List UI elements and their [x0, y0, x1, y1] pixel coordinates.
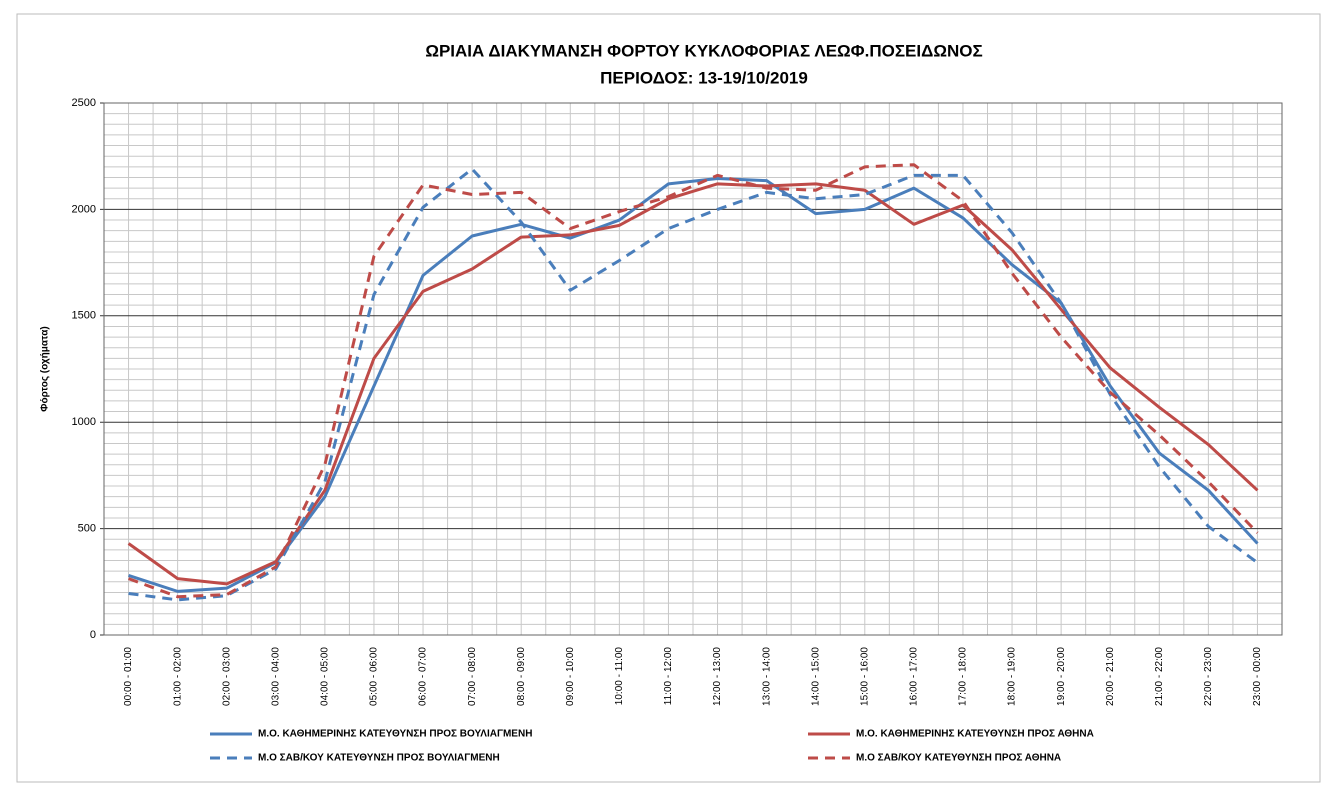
legend-label: Μ.Ο ΣΑΒ/ΚΟΥ ΚΑΤΕΥΘΥΝΣΗ ΠΡΟΣ ΒΟΥΛΙΑΓΜΕΝΗ: [258, 753, 500, 764]
x-tick-label: 03:00 - 04:00: [270, 647, 281, 706]
x-tick-label: 17:00 - 18:00: [958, 647, 969, 706]
legend-label: Μ.Ο. ΚΑΘΗΜΕΡΙΝΗΣ ΚΑΤΕΥΘΥΝΣΗ ΠΡΟΣ ΑΘΗΝΑ: [856, 729, 1094, 740]
x-tick-label: 11:00 - 12:00: [663, 647, 674, 706]
x-tick-label: 14:00 - 15:00: [810, 647, 821, 706]
x-tick-label: 08:00 - 09:00: [516, 647, 527, 706]
x-tick-label: 20:00 - 21:00: [1105, 647, 1116, 706]
x-tick-label: 16:00 - 17:00: [909, 647, 920, 706]
y-tick-label: 2500: [72, 97, 96, 109]
x-tick-label: 15:00 - 16:00: [859, 647, 870, 706]
x-tick-label: 22:00 - 23:00: [1203, 647, 1214, 706]
legend-label: Μ.Ο ΣΑΒ/ΚΟΥ ΚΑΤΕΥΘΥΝΣΗ ΠΡΟΣ ΑΘΗΝΑ: [856, 753, 1061, 764]
chart: ΩΡΙΑΙΑ ΔΙΑΚΥΜΑΝΣΗ ΦΟΡΤΟΥ ΚΥΚΛΟΦΟΡΙΑΣ ΛΕΩ…: [0, 0, 1336, 794]
y-axis-title: Φόρτος (οχήματα): [40, 326, 51, 411]
x-tick-label: 04:00 - 05:00: [320, 647, 331, 706]
x-tick-label: 00:00 - 01:00: [123, 647, 134, 706]
x-tick-label: 13:00 - 14:00: [761, 647, 772, 706]
legend-label: Μ.Ο. ΚΑΘΗΜΕΡΙΝΗΣ ΚΑΤΕΥΘΥΝΣΗ ΠΡΟΣ ΒΟΥΛΙΑΓ…: [258, 729, 532, 740]
chart-title: ΩΡΙΑΙΑ ΔΙΑΚΥΜΑΝΣΗ ΦΟΡΤΟΥ ΚΥΚΛΟΦΟΡΙΑΣ ΛΕΩ…: [425, 41, 982, 60]
x-tick-label: 02:00 - 03:00: [221, 647, 232, 706]
x-tick-label: 21:00 - 22:00: [1154, 647, 1165, 706]
x-tick-label: 23:00 - 00:00: [1252, 647, 1263, 706]
y-tick-label: 2000: [72, 203, 96, 215]
y-tick-label: 0: [90, 629, 96, 641]
y-tick-label: 500: [78, 523, 96, 535]
x-tick-label: 10:00 - 11:00: [614, 647, 625, 706]
x-tick-label: 01:00 - 02:00: [172, 647, 183, 706]
x-tick-label: 09:00 - 10:00: [565, 647, 576, 706]
x-tick-label: 07:00 - 08:00: [467, 647, 478, 706]
x-tick-label: 18:00 - 19:00: [1007, 647, 1018, 706]
y-tick-label: 1500: [72, 310, 96, 322]
chart-subtitle: ΠΕΡΙΟΔΟΣ: 13-19/10/2019: [600, 68, 808, 87]
x-tick-label: 12:00 - 13:00: [712, 647, 723, 706]
y-tick-label: 1000: [72, 416, 96, 428]
x-tick-label: 05:00 - 06:00: [369, 647, 380, 706]
x-tick-label: 19:00 - 20:00: [1056, 647, 1067, 706]
x-tick-label: 06:00 - 07:00: [418, 647, 429, 706]
